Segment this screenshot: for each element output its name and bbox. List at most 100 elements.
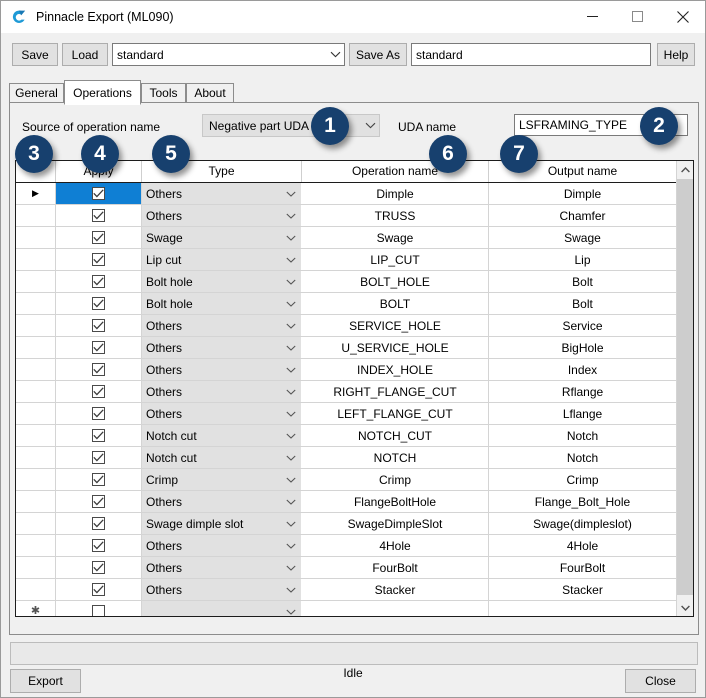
- type-combobox-cell[interactable]: [142, 601, 302, 616]
- chevron-down-icon[interactable]: [281, 389, 301, 395]
- type-combobox-cell[interactable]: Others: [142, 183, 302, 204]
- type-combobox-cell[interactable]: Others: [142, 579, 302, 600]
- row-indicator-cell[interactable]: [16, 337, 56, 358]
- chevron-down-icon[interactable]: [281, 257, 301, 263]
- apply-checkbox-cell[interactable]: [56, 249, 142, 270]
- operation-name-cell[interactable]: RIGHT_FLANGE_CUT: [302, 381, 489, 402]
- grid-header-operation[interactable]: Operation name: [302, 161, 489, 182]
- output-name-cell[interactable]: FourBolt: [559, 560, 606, 575]
- output-name-cell[interactable]: Swage(dimpleslot): [533, 516, 632, 531]
- type-combobox-cell[interactable]: Others: [142, 359, 302, 380]
- scroll-up-icon[interactable]: [677, 161, 693, 178]
- table-row[interactable]: Others U_SERVICE_HOLE BigHole: [16, 337, 676, 359]
- table-row[interactable]: Others FlangeBoltHole Flange_Bolt_Hole: [16, 491, 676, 513]
- tab-operations[interactable]: Operations: [64, 80, 141, 105]
- operation-name-cell[interactable]: NOTCH: [302, 447, 489, 468]
- apply-checkbox-cell[interactable]: [56, 403, 142, 424]
- type-combobox-cell[interactable]: Others: [142, 535, 302, 556]
- tab-tools[interactable]: Tools: [141, 83, 186, 103]
- row-indicator-cell[interactable]: [16, 535, 56, 556]
- apply-checkbox-cell[interactable]: [56, 293, 142, 314]
- row-indicator-cell[interactable]: [16, 513, 56, 534]
- apply-checkbox[interactable]: [92, 341, 105, 354]
- apply-checkbox-cell[interactable]: [56, 579, 142, 600]
- apply-checkbox[interactable]: [92, 231, 105, 244]
- type-combobox-cell[interactable]: Notch cut: [142, 447, 302, 468]
- chevron-down-icon[interactable]: [281, 213, 301, 219]
- table-row[interactable]: Others Stacker Stacker: [16, 579, 676, 601]
- type-combobox-cell[interactable]: Notch cut: [142, 425, 302, 446]
- operation-name-cell[interactable]: U_SERVICE_HOLE: [302, 337, 489, 358]
- apply-checkbox-cell[interactable]: [56, 535, 142, 556]
- maximize-button[interactable]: [615, 1, 660, 32]
- chevron-down-icon[interactable]: [281, 587, 301, 593]
- apply-checkbox-cell[interactable]: [56, 425, 142, 446]
- output-name-cell[interactable]: Flange_Bolt_Hole: [534, 494, 631, 509]
- table-row[interactable]: Others TRUSS Chamfer: [16, 205, 676, 227]
- apply-checkbox[interactable]: [92, 583, 105, 596]
- table-row[interactable]: Swage Swage Swage: [16, 227, 676, 249]
- operation-name-cell[interactable]: BOLT: [302, 293, 489, 314]
- help-button[interactable]: Help: [657, 43, 695, 66]
- operation-name-cell[interactable]: FourBolt: [302, 557, 489, 578]
- close-button[interactable]: Close: [625, 669, 696, 693]
- apply-checkbox[interactable]: [92, 297, 105, 310]
- type-combobox-cell[interactable]: Lip cut: [142, 249, 302, 270]
- operations-data-grid[interactable]: Apply Type Operation name Output name ▶O…: [15, 160, 694, 617]
- operation-name-cell[interactable]: SwageDimpleSlot: [302, 513, 489, 534]
- table-row[interactable]: Swage dimple slot SwageDimpleSlot Swage(di…: [16, 513, 676, 535]
- apply-checkbox-cell[interactable]: [56, 271, 142, 292]
- apply-checkbox[interactable]: [92, 429, 105, 442]
- apply-checkbox[interactable]: [92, 451, 105, 464]
- output-name-cell[interactable]: Stacker: [562, 582, 603, 597]
- type-combobox-cell[interactable]: Others: [142, 491, 302, 512]
- apply-checkbox[interactable]: [92, 253, 105, 266]
- type-combobox-cell[interactable]: Others: [142, 315, 302, 336]
- table-row[interactable]: Others FourBolt FourBolt: [16, 557, 676, 579]
- table-row[interactable]: Others RIGHT_FLANGE_CUT Rflange: [16, 381, 676, 403]
- chevron-down-icon[interactable]: [281, 367, 301, 373]
- row-indicator-cell[interactable]: [16, 491, 56, 512]
- type-combobox-cell[interactable]: Crimp: [142, 469, 302, 490]
- output-name-cell[interactable]: Notch: [566, 450, 599, 465]
- apply-checkbox[interactable]: [92, 319, 105, 332]
- apply-checkbox[interactable]: [92, 209, 105, 222]
- save-button[interactable]: Save: [12, 43, 58, 66]
- chevron-down-icon[interactable]: [281, 543, 301, 549]
- type-combobox-cell[interactable]: Swage: [142, 227, 302, 248]
- type-combobox-cell[interactable]: Others: [142, 403, 302, 424]
- profile-combobox[interactable]: standard: [112, 43, 345, 66]
- output-name-cell[interactable]: Notch: [566, 428, 599, 443]
- table-row[interactable]: Crimp Crimp Crimp: [16, 469, 676, 491]
- chevron-down-icon[interactable]: [281, 235, 301, 241]
- scrollbar-thumb[interactable]: [677, 179, 693, 595]
- output-name-cell[interactable]: BigHole: [561, 340, 604, 355]
- operation-name-cell[interactable]: LEFT_FLANGE_CUT: [302, 403, 489, 424]
- type-combobox-cell[interactable]: Bolt hole: [142, 271, 302, 292]
- row-indicator-cell[interactable]: ▶: [16, 183, 56, 204]
- apply-checkbox[interactable]: [92, 275, 105, 288]
- close-window-button[interactable]: [660, 1, 705, 32]
- apply-checkbox-cell[interactable]: [56, 227, 142, 248]
- output-name-cell[interactable]: Index: [567, 362, 598, 377]
- chevron-down-icon[interactable]: [281, 411, 301, 417]
- operation-name-cell[interactable]: 4Hole: [302, 535, 489, 556]
- chevron-down-icon[interactable]: [281, 499, 301, 505]
- output-name-cell[interactable]: Bolt: [572, 296, 593, 311]
- table-row[interactable]: ▶ Others Dimple Dimple: [16, 183, 676, 205]
- chevron-down-icon[interactable]: [281, 433, 301, 439]
- chevron-down-icon[interactable]: [281, 191, 301, 197]
- row-indicator-cell[interactable]: [16, 315, 56, 336]
- output-name-cell[interactable]: Lip: [574, 252, 591, 267]
- operation-name-cell[interactable]: Swage: [302, 227, 489, 248]
- chevron-down-icon[interactable]: [281, 609, 301, 615]
- table-row[interactable]: Notch cut NOTCH_CUT Notch: [16, 425, 676, 447]
- table-row[interactable]: Bolt hole BOLT_HOLE Bolt: [16, 271, 676, 293]
- chevron-down-icon[interactable]: [281, 301, 301, 307]
- apply-checkbox-cell[interactable]: [56, 469, 142, 490]
- apply-checkbox[interactable]: [92, 495, 105, 508]
- apply-checkbox-cell[interactable]: [56, 601, 142, 616]
- operation-name-cell[interactable]: [302, 601, 489, 616]
- table-row[interactable]: Notch cut NOTCH Notch: [16, 447, 676, 469]
- row-indicator-cell[interactable]: ✱: [16, 601, 56, 616]
